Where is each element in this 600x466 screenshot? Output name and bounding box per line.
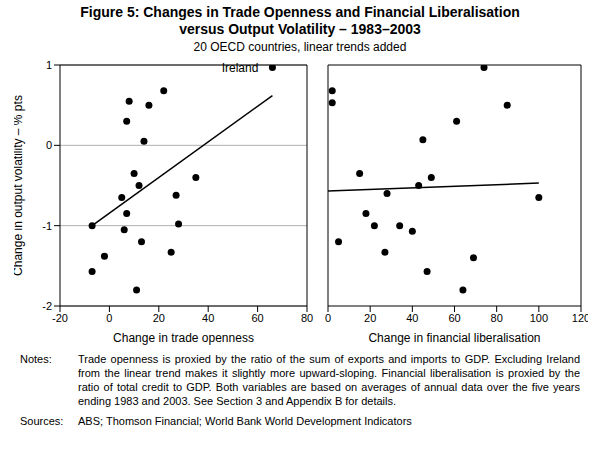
html-text:ABS; Thomson Financial; World: ABS; Thomson Financial; World Bank World… bbox=[78, 415, 412, 427]
html-text:Notes:: Notes: bbox=[20, 353, 52, 365]
svg-text:80: 80 bbox=[301, 312, 313, 324]
svg-text:80: 80 bbox=[491, 312, 503, 324]
svg-text:60: 60 bbox=[251, 312, 263, 324]
svg-text:Ireland: Ireland bbox=[222, 61, 259, 75]
svg-text:100: 100 bbox=[530, 312, 548, 324]
svg-text:-1: -1 bbox=[42, 220, 52, 232]
svg-text:1: 1 bbox=[46, 59, 52, 71]
html-text:20 OECD countries, linear tren: 20 OECD countries, linear trends added bbox=[193, 40, 407, 54]
svg-text:40: 40 bbox=[202, 312, 214, 324]
html-text:Trade openness is proxied by t: Trade openness is proxied by the ratio o… bbox=[78, 353, 580, 407]
svg-text:20: 20 bbox=[153, 312, 165, 324]
html-text:Sources:: Sources: bbox=[20, 415, 64, 427]
html-text:Figure 5: Changes in Trade Ope: Figure 5: Changes in Trade Openness and … bbox=[80, 4, 520, 37]
svg-text:20: 20 bbox=[364, 312, 376, 324]
svg-text:-20: -20 bbox=[52, 312, 68, 324]
svg-text:Change in financial liberalisa: Change in financial liberalisation bbox=[368, 331, 540, 345]
svg-text:120: 120 bbox=[572, 312, 588, 324]
svg-text:0: 0 bbox=[325, 312, 331, 324]
svg-text:-2: -2 bbox=[42, 300, 52, 312]
svg-text:0: 0 bbox=[106, 312, 112, 324]
svg-text:0: 0 bbox=[46, 139, 52, 151]
svg-text:Change in output volatility –: Change in output volatility – % pts bbox=[14, 95, 25, 276]
svg-text:40: 40 bbox=[406, 312, 418, 324]
svg-text:60: 60 bbox=[448, 312, 460, 324]
svg-text:Change in trade openness: Change in trade openness bbox=[113, 331, 254, 345]
